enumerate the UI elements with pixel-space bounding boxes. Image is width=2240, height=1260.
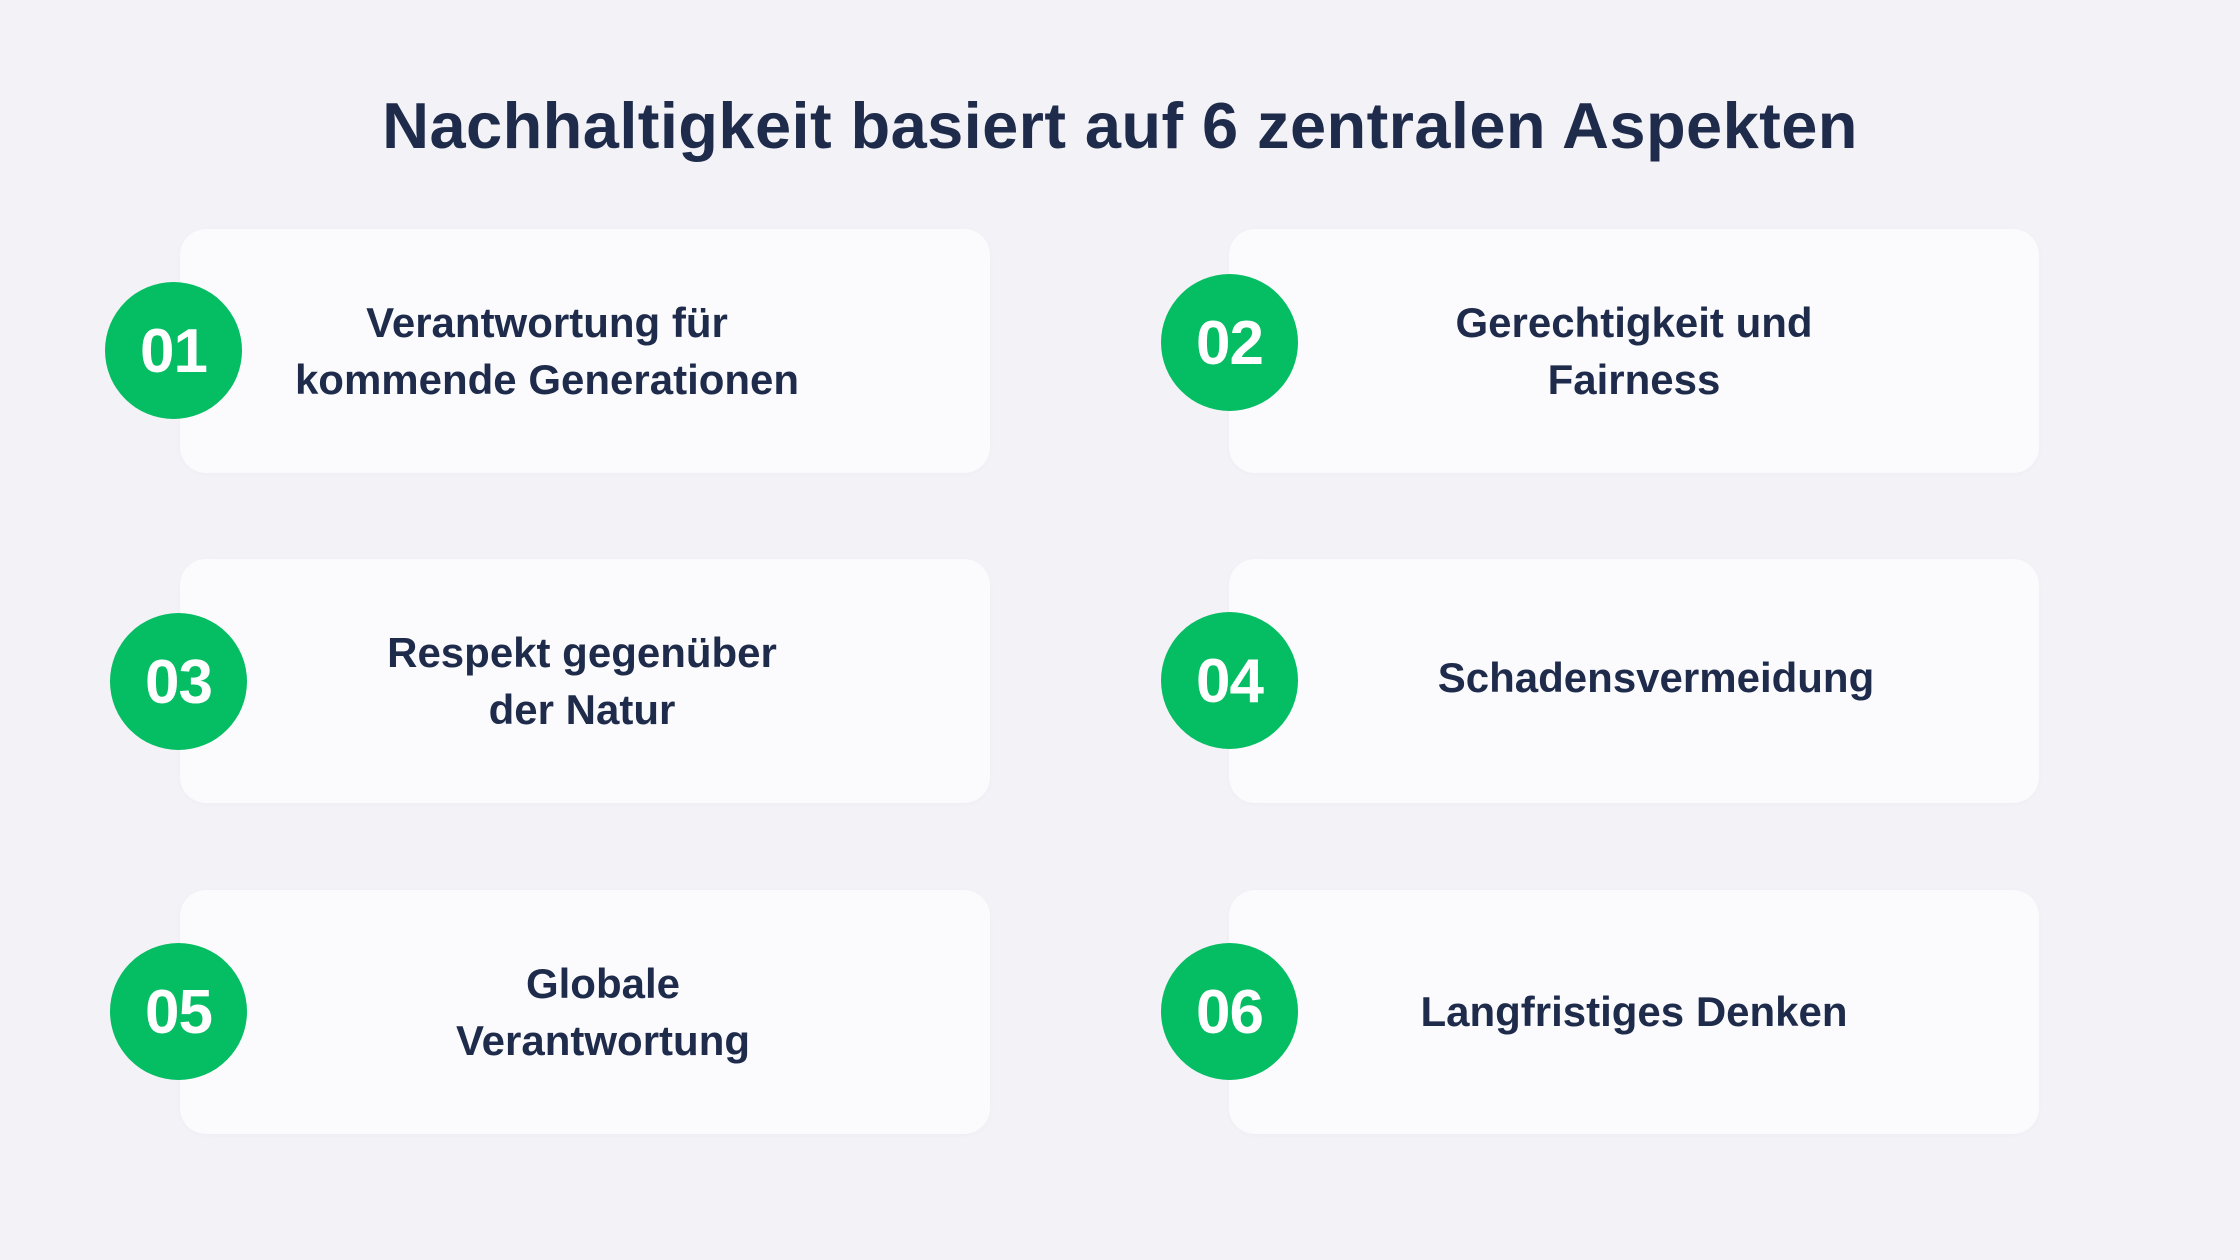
aspect-text-line: Gerechtigkeit und (1455, 299, 1813, 346)
aspect-card-06: Langfristiges Denken (1229, 890, 2039, 1134)
aspect-text: Langfristiges Denken (1229, 890, 2039, 1134)
badge-number: 04 (1196, 646, 1264, 716)
aspect-text: Globale Verantwortung (180, 890, 990, 1134)
badge-number: 02 (1196, 308, 1264, 378)
aspect-card-05: Globale Verantwortung (180, 890, 990, 1134)
aspect-text-line: Globale (525, 960, 681, 1007)
badge-number: 03 (145, 647, 213, 717)
aspect-card-04: Schadensvermeidung (1229, 559, 2039, 803)
aspect-text-line: kommende Generationen (294, 356, 800, 403)
aspect-text: Verantwortung für kommende Generationen (180, 229, 990, 473)
page-title: Nachhaltigkeit basiert auf 6 zentralen A… (382, 89, 1858, 162)
aspect-card-02: Gerechtigkeit und Fairness (1229, 229, 2039, 473)
aspect-text: Schadensvermeidung (1229, 559, 2039, 803)
aspect-text: Respekt gegenüber der Natur (180, 559, 990, 803)
aspect-text-line: Verantwortung für (366, 299, 728, 346)
number-badge-04: 04 (1161, 612, 1298, 749)
number-badge-03: 03 (110, 613, 247, 750)
aspect-text: Gerechtigkeit und Fairness (1229, 229, 2039, 473)
number-badge-05: 05 (110, 943, 247, 1080)
aspect-text-line: Fairness (1547, 356, 1721, 403)
aspect-text-line: Langfristiges Denken (1420, 987, 1848, 1035)
number-badge-02: 02 (1161, 274, 1298, 411)
aspect-text-line: der Natur (488, 686, 676, 733)
badge-number: 05 (145, 977, 213, 1047)
number-badge-01: 01 (105, 282, 242, 419)
badge-number: 01 (140, 316, 208, 386)
aspect-text-line: Verantwortung (455, 1017, 751, 1064)
aspect-text-line: Respekt gegenüber (387, 629, 777, 676)
aspect-text-line: Schadensvermeidung (1437, 653, 1875, 701)
number-badge-06: 06 (1161, 943, 1298, 1080)
badge-number: 06 (1196, 977, 1264, 1047)
aspect-card-03: Respekt gegenüber der Natur (180, 559, 990, 803)
aspect-card-01: Verantwortung für kommende Generationen (180, 229, 990, 473)
